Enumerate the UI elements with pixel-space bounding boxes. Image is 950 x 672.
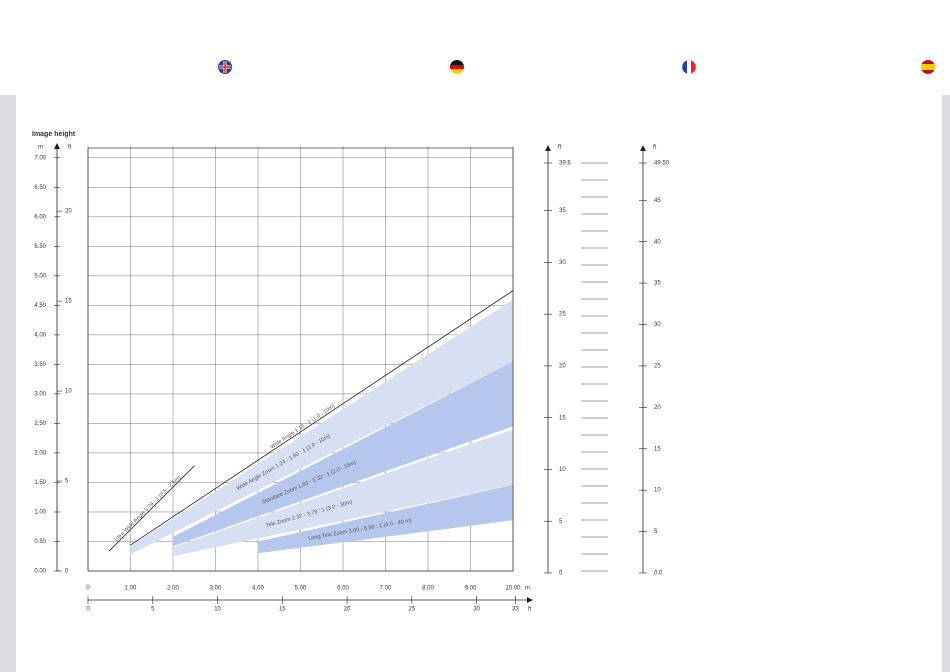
y-tick-label: 5.50 — [34, 244, 46, 250]
right-tick-label: 49.50 — [654, 161, 670, 167]
right-tick-label: 0 — [559, 571, 563, 577]
x2-arrow — [527, 597, 533, 603]
right-tick-label: 39.6 — [559, 161, 571, 167]
lens-band — [258, 484, 513, 554]
plot-frame — [87, 147, 514, 572]
y-tick-label: 1.00 — [34, 510, 46, 516]
x2-tick-label: 15 — [279, 607, 286, 613]
x2-tick-label: 10 — [214, 607, 221, 613]
x-tick-label: 8.00 — [422, 586, 434, 592]
right-tick-label: 5 — [654, 529, 658, 535]
y-tick-label: 4.50 — [34, 303, 46, 309]
x-tick-label: 4.00 — [252, 586, 264, 592]
x2-tick-label: 0 — [86, 607, 90, 613]
x2-tick-label: 5 — [151, 607, 155, 613]
y-tick-label: 5.00 — [34, 273, 46, 279]
right-tick-label: 35 — [654, 281, 661, 287]
lens-band — [173, 361, 513, 547]
lens-line — [108, 465, 195, 552]
chart-title: Image height — [32, 131, 76, 138]
x-tick-label: 1.00 — [125, 586, 137, 592]
y-tick-label: 3.50 — [34, 362, 46, 368]
right-tick-label: 40 — [654, 239, 661, 245]
right-tick-label: 25 — [654, 364, 661, 370]
y-tick-label: 7.00 — [34, 155, 46, 161]
y-tick-label: 3.00 — [34, 391, 46, 397]
x-unit: m — [525, 586, 530, 592]
table-lines — [581, 162, 608, 572]
right-tick-label: 20 — [559, 364, 566, 370]
y2-tick-label: 0 — [65, 569, 69, 575]
y-tick-label: 1.50 — [34, 480, 46, 486]
x2-unit: ft — [528, 607, 532, 613]
right-tick-label: 35 — [559, 208, 566, 214]
right-tick-label: 30 — [559, 260, 566, 266]
y-tick-label: 2.00 — [34, 451, 46, 457]
flag-de[interactable] — [450, 60, 464, 74]
flag-es[interactable] — [921, 60, 935, 74]
y2-unit: ft — [68, 145, 72, 151]
lens-band — [173, 429, 513, 557]
x2-tick-label: 25 — [408, 607, 415, 613]
right-tick-label: 20 — [654, 405, 661, 411]
right-tick-label: 30 — [654, 322, 661, 328]
right-tick-label: 5 — [559, 519, 563, 525]
x2-tick-label: 33 — [512, 607, 519, 613]
y-tick-label: 4.00 — [34, 332, 46, 338]
right-tick-label: 15 — [654, 446, 661, 452]
y2-tick-label: 20 — [65, 209, 72, 215]
right-arrow — [640, 145, 646, 151]
y-unit: m — [38, 145, 43, 151]
flag-en[interactable] — [218, 60, 232, 74]
x-tick-label: 10.00 — [505, 586, 521, 592]
right-arrow — [545, 145, 551, 151]
x-tick-label: 3.00 — [210, 586, 222, 592]
right-axis-unit: ft — [653, 145, 657, 151]
y-tick-label: 6.50 — [34, 185, 46, 191]
left-margin — [0, 95, 16, 672]
y2-tick-label: 5 — [65, 479, 69, 485]
y-tick-label: 2.50 — [34, 421, 46, 427]
right-tick-label: 10 — [654, 488, 661, 494]
x-tick-label: 2.00 — [167, 586, 179, 592]
y-tick-label: 0.50 — [34, 539, 46, 545]
y2-tick-label: 10 — [65, 389, 72, 395]
right-axis-unit: ft — [558, 145, 562, 151]
lens-band — [130, 299, 513, 555]
x-tick-label: 7.00 — [380, 586, 392, 592]
right-tick-label: 10 — [559, 467, 566, 473]
y2-tick-label: 15 — [65, 299, 72, 305]
y-tick-label: 0.00 — [34, 569, 46, 575]
x-tick-label: 5.00 — [295, 586, 307, 592]
x-tick-label: 9.00 — [465, 586, 477, 592]
y-arrow — [54, 143, 60, 149]
right-tick-label: 25 — [559, 312, 566, 318]
right-tick-label: 45 — [654, 198, 661, 204]
right-tick-label: 0.0 — [654, 571, 663, 577]
x-tick-label: 6.00 — [337, 586, 349, 592]
x2-tick-label: 20 — [344, 607, 351, 613]
flag-fr[interactable] — [681, 59, 697, 75]
right-margin — [942, 95, 950, 672]
x2-tick-label: 30 — [473, 607, 480, 613]
lens-line — [130, 290, 514, 546]
y-tick-label: 6.00 — [34, 214, 46, 220]
right-tick-label: 15 — [559, 415, 566, 421]
x-tick-label: 0 — [86, 586, 90, 592]
